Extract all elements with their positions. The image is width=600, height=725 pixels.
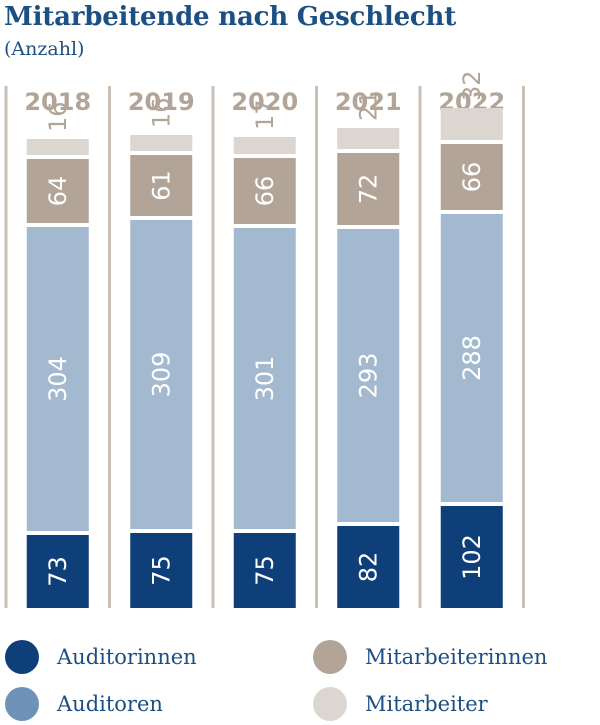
bar-segment <box>337 153 400 225</box>
data-label: 75 <box>251 555 279 586</box>
legend-item-auditoren: Auditoren <box>5 687 163 721</box>
bar-segment <box>130 533 193 608</box>
data-label: 73 <box>44 556 72 587</box>
data-label: 66 <box>458 162 486 193</box>
legend-label: Auditorinnen <box>57 645 197 669</box>
bar-segment <box>233 533 296 608</box>
legend-swatch <box>5 687 39 721</box>
data-label: 82 <box>354 552 382 583</box>
legend-item-mitarbeiterinnen: Mitarbeiterinnen <box>313 640 547 674</box>
bar-segment <box>233 158 296 224</box>
legend-label: Mitarbeiter <box>365 692 488 716</box>
bar-segment <box>337 526 400 608</box>
data-label: 66 <box>251 176 279 207</box>
data-label: 64 <box>44 176 72 207</box>
bar-segment <box>26 535 89 608</box>
legend-swatch <box>313 640 347 674</box>
bar-segment <box>233 228 296 529</box>
data-label: 75 <box>147 555 175 586</box>
data-label: 309 <box>147 352 175 398</box>
legend-swatch <box>313 687 347 721</box>
bar-segment <box>440 108 503 140</box>
legend-label: Mitarbeiterinnen <box>365 645 548 669</box>
bar-segment <box>440 506 503 608</box>
category-label: 2020 <box>231 88 298 116</box>
bar-segment <box>440 144 503 210</box>
chart-subtitle: (Anzahl) <box>4 38 85 60</box>
bar-segment <box>26 139 89 155</box>
bar-segment <box>130 155 193 216</box>
data-label: 61 <box>147 170 175 201</box>
legend-item-auditorinnen: Auditorinnen <box>5 640 197 674</box>
bar-segment <box>26 227 89 531</box>
category-label: 2018 <box>24 88 91 116</box>
legend-item-mitarbeiter: Mitarbeiter <box>313 687 488 721</box>
bar-segment <box>130 135 193 151</box>
data-label: 16 <box>44 101 72 132</box>
legend-swatch <box>5 640 39 674</box>
data-label: 16 <box>147 97 175 128</box>
data-label: 301 <box>251 356 279 402</box>
bar-segment <box>233 137 296 154</box>
bar-segment <box>440 214 503 502</box>
data-label: 72 <box>354 174 382 205</box>
data-label: 304 <box>44 356 72 402</box>
category-label: 2021 <box>335 88 402 116</box>
data-label: 288 <box>458 335 486 381</box>
data-label: 32 <box>458 70 486 101</box>
category-label: 2019 <box>128 88 195 116</box>
data-label: 17 <box>251 99 279 130</box>
legend-label: Auditoren <box>57 692 163 716</box>
bar-segment <box>26 159 89 223</box>
data-label: 293 <box>354 353 382 399</box>
bar-segment <box>337 128 400 149</box>
bar-segment <box>337 229 400 522</box>
bar-segment <box>130 220 193 529</box>
data-label: 102 <box>458 534 486 580</box>
chart-title: Mitarbeitende nach Geschlecht <box>4 2 457 32</box>
data-label: 21 <box>354 90 382 121</box>
